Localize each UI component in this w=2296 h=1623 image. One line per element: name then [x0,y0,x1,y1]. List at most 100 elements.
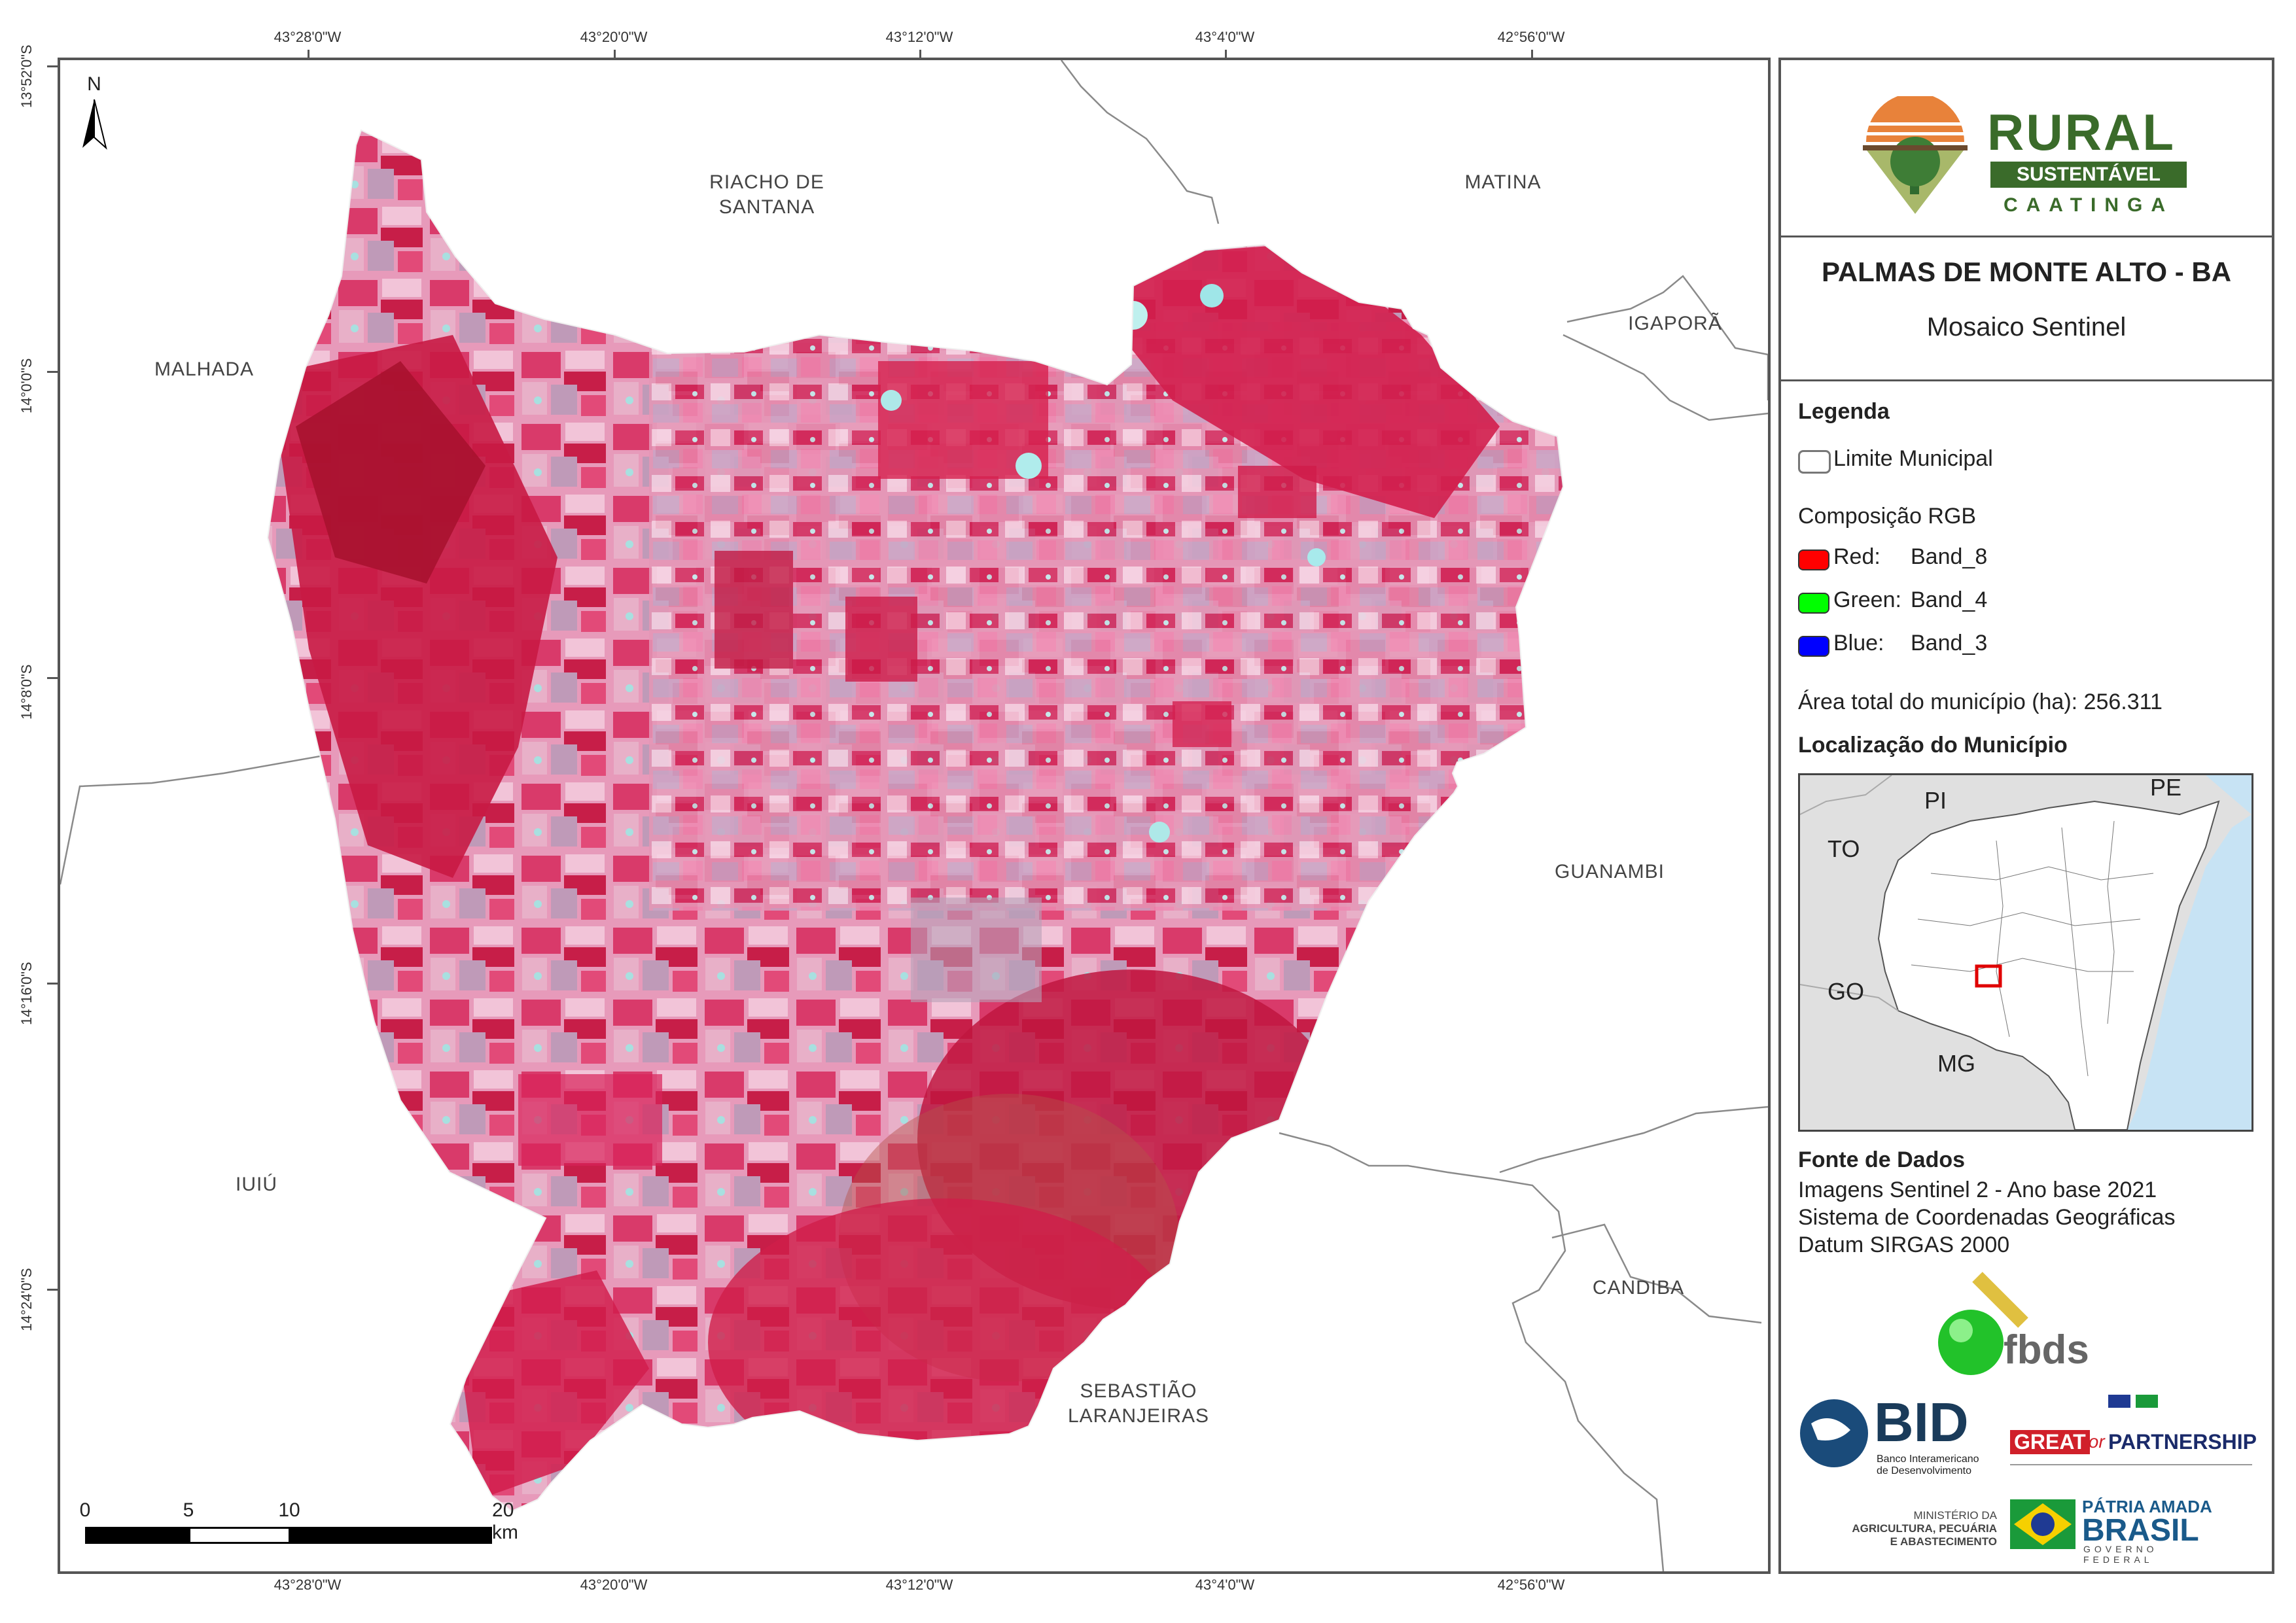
longitude-label-top: 43°28'0"W [274,29,342,45]
inset-state-label: TO [1828,835,1860,862]
ministry-line: E ABASTECIMENTO [1890,1535,1997,1548]
longitude-label-bottom: 43°20'0"W [580,1577,648,1593]
latitude-label: 14°16'0"S [18,962,35,1025]
place-label-matina: MATINA [1464,171,1542,193]
brasil-flag-icon [2010,1499,2075,1549]
inset-map-graphic [1800,775,2252,1130]
logo-sustentavel-text: SUSTENTÁVEL [1990,162,2187,188]
place-label-line: SEBASTIÃO [1080,1380,1197,1402]
bid-subtitle: Banco Interamericano de Desenvolvimento [1877,1454,1979,1477]
longitude-label-top: 42°56'0"W [1497,29,1565,45]
scale-label: 20 km [492,1499,519,1543]
boundary-legend-label: Limite Municipal [1833,446,1993,471]
patria-amada-brasil-logo: PÁTRIA AMADA BRASIL GOVERNO FEDERAL [2010,1497,2219,1565]
north-arrow: N [75,73,114,152]
scale-label: 0 [79,1499,91,1521]
red-band-swatch [1798,550,1829,570]
bid-globe-icon [1800,1399,1868,1467]
divider [2010,1464,2252,1465]
north-arrow-icon [82,99,107,150]
longitude-label-top: 43°20'0"W [580,29,648,45]
source-line: Sistema de Coordenadas Geográficas [1798,1205,2176,1230]
band-channel-label: Green: [1833,587,1901,612]
latitude-label: 13°52'0"S [18,44,35,108]
scale-segment [188,1527,291,1544]
tick [47,1289,58,1291]
latitude-label: 14°0'0"S [18,358,35,413]
scale-segment [289,1527,492,1544]
tick [47,677,58,679]
longitude-label-bottom: 43°12'0"W [885,1577,953,1593]
total-area-text: Área total do município (ha): 256.311 [1798,689,2163,714]
tick [47,65,58,67]
place-label-malhada: MALHADA [154,358,255,380]
location-heading: Localização do Município [1798,733,2068,758]
tick [919,50,921,60]
great-partnership-logo: GREAT for PARTNERSHIP [2010,1395,2259,1480]
sun-tree-icon [1863,96,1968,214]
place-label-riacho-de-santana: RIACHO DE SANTANA [709,170,824,220]
satellite-map [60,60,1768,1571]
rural-sustentavel-logo: RURAL SUSTENTÁVEL CAATINGA [1856,96,2210,220]
brasil-text: BRASIL [2082,1513,2199,1548]
scale-segment [85,1527,190,1544]
governo-federal-text: GOVERNO FEDERAL [2083,1544,2158,1565]
latitude-label: 14°8'0"S [18,664,35,720]
place-label-igapora: IGAPORÃ [1628,313,1722,334]
longitude-label-top: 43°12'0"W [885,29,953,45]
latitude-label: 14°24'0"S [18,1268,35,1331]
ministry-line: AGRICULTURA, PECUÁRIA [1852,1522,1997,1535]
longitude-label-bottom: 43°4'0"W [1195,1577,1255,1593]
fbds-sphere-icon [1938,1272,2028,1375]
north-arrow-label: N [87,73,101,95]
bid-logo: BID Banco Interamericano de Desenvolvime… [1798,1391,2007,1480]
great-for-text: for [2083,1431,2105,1452]
fbds-text: fbds [2004,1327,2089,1372]
inset-state-label: PI [1924,787,1947,814]
tick [308,50,309,60]
tick [1531,50,1533,60]
great-text: GREAT [2010,1430,2090,1454]
municipality-locator-marker [1975,964,2002,988]
tick [1225,50,1227,60]
divider [1781,379,2272,381]
band-name-label: Band_3 [1911,631,1988,655]
boundary-swatch [1798,450,1831,474]
map-title: PALMAS DE MONTE ALTO - BA [1821,256,2232,287]
place-label-guanambi: GUANAMBI [1554,861,1665,882]
band-name-label: Band_8 [1911,544,1988,569]
map-subtitle: Mosaico Sentinel [1926,313,2127,341]
rgb-heading: Composição RGB [1798,504,1977,529]
place-label-line: LARANJEIRAS [1067,1405,1210,1427]
blue-band-swatch [1798,636,1829,657]
inset-state-label: MG [1937,1050,1975,1077]
sources-heading: Fonte de Dados [1798,1147,1966,1172]
source-line: Imagens Sentinel 2 - Ano base 2021 [1798,1178,2157,1202]
longitude-label-bottom: 43°28'0"W [274,1577,342,1593]
inset-state-label: PE [2150,774,2182,801]
longitude-label-top: 43°4'0"W [1195,29,1255,45]
divider [1781,236,2272,237]
bid-subtitle-line: de Desenvolvimento [1877,1465,1971,1476]
great-partnership-text: PARTNERSHIP [2108,1430,2257,1454]
scale-bar: 0 5 10 20 km [73,1499,518,1552]
bid-subtitle-line: Banco Interamericano [1877,1454,1979,1465]
band-channel-label: Red: [1833,544,1881,569]
scale-label: 10 [278,1499,300,1521]
map-frame: N RIACHO DE SANTANA MATINA MALHADA IGAPO… [58,58,1771,1574]
ministry-text: MINISTÉRIO DA AGRICULTURA, PECUÁRIA E AB… [1840,1509,1997,1548]
place-label-line: SANTANA [718,196,815,218]
logo-rural-text: RURAL [1987,103,2176,161]
place-label-line: RIACHO DE [709,171,824,193]
tick [47,983,58,985]
legend-panel: RURAL SUSTENTÁVEL CAATINGA PALMAS DE MON… [1778,58,2274,1574]
fbds-logo: fbds [1925,1270,2121,1375]
longitude-label-bottom: 42°56'0"W [1497,1577,1565,1593]
place-label-sebastiao-laranjeiras: SEBASTIÃO LARANJEIRAS [1068,1379,1209,1429]
neighbor-boundaries [60,60,1768,1571]
band-channel-label: Blue: [1833,631,1884,655]
scale-label: 5 [183,1499,194,1521]
ministry-line: MINISTÉRIO DA [1913,1509,1997,1522]
location-inset-map: PI PE TO GO MG [1798,773,2253,1132]
patria-amada-text: PÁTRIA AMADA [2082,1497,2212,1516]
